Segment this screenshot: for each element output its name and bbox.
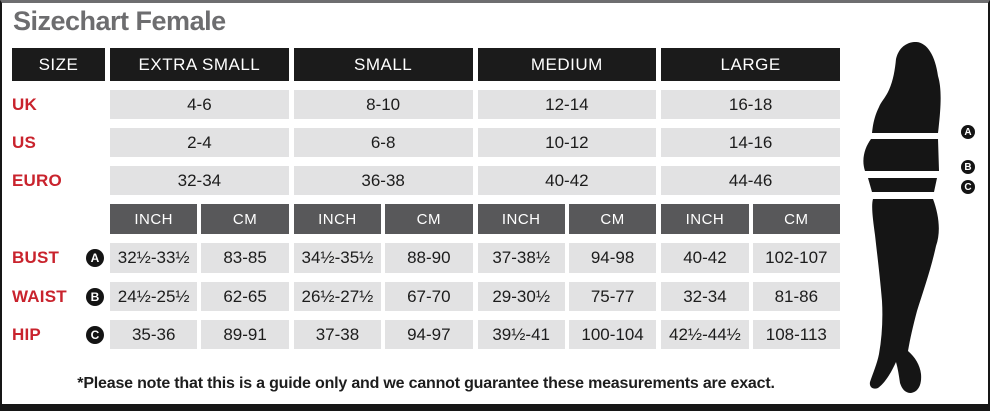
cell-bust-s-cm: 88-90 (385, 243, 473, 273)
unit-header-cm: CM (201, 204, 289, 234)
cell-waist-s-cm: 67-70 (385, 282, 473, 311)
bust-xs-cells: 32½-33½ 83-85 (110, 243, 289, 273)
cell-waist-s-inch: 26½-27½ (293, 282, 382, 311)
cell-euro-xs: 32-34 (110, 166, 289, 195)
cell-uk-m: 12-14 (477, 90, 657, 119)
cell-us-s: 6-8 (293, 128, 473, 157)
hip-label: HIP (12, 324, 41, 344)
cell-us-m: 10-12 (477, 128, 657, 157)
cell-waist-m-cm: 75-77 (568, 282, 657, 311)
waist-l-cells: 32-34 81-86 (661, 282, 840, 311)
unit-header-group-m: INCH CM (477, 204, 657, 234)
hip-s-cells: 37-38 94-97 (293, 320, 473, 349)
figure-marker-c: C (961, 180, 975, 194)
column-header-extra-small: EXTRA SMALL (110, 48, 289, 81)
column-header-large: LARGE (661, 48, 840, 81)
hip-m-cells: 39½-41 100-104 (477, 320, 657, 349)
bust-label: BUST (12, 248, 60, 267)
cell-uk-l: 16-18 (661, 90, 840, 119)
cell-bust-m-cm: 94-98 (568, 243, 657, 273)
hip-marker-badge: C (86, 325, 104, 344)
female-silhouette-icon (858, 41, 958, 408)
unit-header-inch: INCH (110, 204, 198, 234)
hip-xs-cells: 35-36 89-91 (110, 320, 289, 349)
unit-header-inch: INCH (661, 204, 749, 234)
figure-marker-b: B (961, 160, 975, 174)
cell-uk-s: 8-10 (293, 90, 473, 119)
disclaimer-note: *Please note that this is a guide only a… (77, 375, 775, 392)
cell-waist-xs-inch: 24½-25½ (110, 282, 198, 311)
size-table: SIZE EXTRA SMALL SMALL MEDIUM LARGE UK 4… (12, 48, 840, 349)
cell-hip-s-cm: 94-97 (385, 320, 473, 349)
cell-us-xs: 2-4 (110, 128, 289, 157)
row-label-bust: BUST A (12, 243, 105, 273)
cell-hip-l-cm: 108-113 (752, 320, 840, 349)
cell-waist-xs-cm: 62-65 (201, 282, 289, 311)
waist-s-cells: 26½-27½ 67-70 (293, 282, 473, 311)
unit-header-inch: INCH (477, 204, 565, 234)
row-label-waist: WAIST B (12, 282, 105, 311)
unit-header-group-s: INCH CM (293, 204, 473, 234)
cell-bust-s-inch: 34½-35½ (293, 243, 382, 273)
unit-header-cm: CM (568, 204, 657, 234)
waist-xs-cells: 24½-25½ 62-65 (110, 282, 289, 311)
cell-waist-l-inch: 32-34 (661, 282, 749, 311)
cell-waist-l-cm: 81-86 (752, 282, 840, 311)
cell-euro-s: 36-38 (293, 166, 473, 195)
hip-l-cells: 42½-44½ 108-113 (661, 320, 840, 349)
row-label-euro: EURO (12, 170, 62, 190)
cell-bust-xs-cm: 83-85 (201, 243, 289, 273)
cell-hip-xs-inch: 35-36 (110, 320, 198, 349)
unit-header-inch: INCH (293, 204, 382, 234)
cell-euro-m: 40-42 (477, 166, 657, 195)
column-header-small: SMALL (293, 48, 473, 81)
cell-us-l: 14-16 (661, 128, 840, 157)
unit-header-group-l: INCH CM (661, 204, 840, 234)
waist-marker-badge: B (86, 287, 104, 306)
cell-bust-l-cm: 102-107 (752, 243, 840, 273)
cell-bust-l-inch: 40-42 (661, 243, 749, 273)
unit-header-cm: CM (385, 204, 473, 234)
row-label-uk: UK (12, 94, 37, 114)
bust-s-cells: 34½-35½ 88-90 (293, 243, 473, 273)
bust-marker-badge: A (86, 249, 104, 267)
row-label-hip: HIP C (12, 320, 105, 349)
row-label-us: US (12, 132, 37, 152)
page-title: Sizechart Female (13, 6, 226, 36)
cell-bust-m-inch: 37-38½ (477, 243, 565, 273)
cell-euro-l: 44-46 (661, 166, 840, 195)
subheader-spacer (12, 204, 105, 234)
cell-hip-m-inch: 39½-41 (477, 320, 565, 349)
figure-marker-a: A (961, 125, 975, 139)
unit-header-group-xs: INCH CM (110, 204, 289, 234)
cell-bust-xs-inch: 32½-33½ (110, 243, 198, 273)
cell-hip-l-inch: 42½-44½ (661, 320, 749, 349)
bust-m-cells: 37-38½ 94-98 (477, 243, 657, 273)
waist-m-cells: 29-30½ 75-77 (477, 282, 657, 311)
cell-hip-m-cm: 100-104 (568, 320, 657, 349)
unit-header-cm: CM (752, 204, 840, 234)
cell-hip-xs-cm: 89-91 (201, 320, 289, 349)
cell-hip-s-inch: 37-38 (293, 320, 382, 349)
cell-uk-xs: 4-6 (110, 90, 289, 119)
bust-l-cells: 40-42 102-107 (661, 243, 840, 273)
column-header-medium: MEDIUM (477, 48, 657, 81)
waist-label: WAIST (12, 286, 67, 306)
cell-waist-m-inch: 29-30½ (477, 282, 565, 311)
column-header-size: SIZE (12, 48, 105, 81)
